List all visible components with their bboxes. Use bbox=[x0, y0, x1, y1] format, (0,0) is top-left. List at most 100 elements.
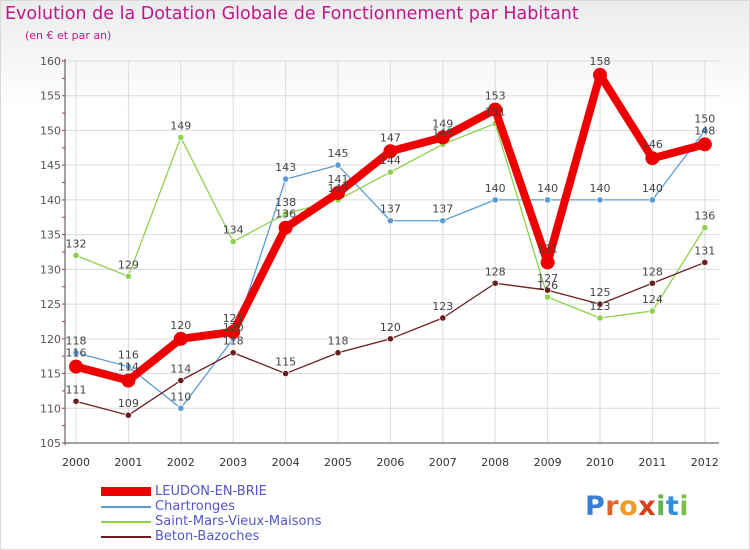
data-point bbox=[648, 196, 657, 204]
legend-item: Beton-Bazoches bbox=[101, 529, 321, 544]
x-tick-label: 2010 bbox=[586, 456, 614, 469]
data-point bbox=[72, 349, 80, 357]
data-label: 128 bbox=[642, 265, 663, 278]
data-label: 118 bbox=[66, 335, 87, 348]
data-label: 147 bbox=[380, 131, 401, 144]
data-label: 136 bbox=[275, 208, 296, 221]
data-point bbox=[596, 314, 604, 322]
data-point bbox=[491, 279, 499, 287]
chart-subtitle: (en € et par an) bbox=[25, 29, 112, 42]
x-tick-label: 2002 bbox=[167, 456, 195, 469]
x-tick-label: 2000 bbox=[62, 456, 90, 469]
y-tick-label: 115 bbox=[40, 368, 61, 381]
data-point bbox=[281, 210, 290, 218]
data-label: 109 bbox=[118, 397, 139, 410]
data-point bbox=[543, 293, 552, 301]
logo-letter: x bbox=[638, 491, 657, 522]
logo-letter: o bbox=[619, 491, 639, 522]
data-label: 150 bbox=[694, 112, 715, 125]
data-point bbox=[697, 137, 712, 152]
data-label: 114 bbox=[170, 362, 191, 375]
data-label: 115 bbox=[275, 356, 296, 369]
data-label: 148 bbox=[432, 126, 453, 139]
data-point bbox=[648, 307, 657, 315]
y-tick-label: 135 bbox=[40, 229, 61, 242]
x-tick-label: 2006 bbox=[376, 456, 404, 469]
data-label: 123 bbox=[590, 300, 611, 313]
data-point bbox=[435, 130, 450, 145]
x-tick-label: 2007 bbox=[429, 456, 457, 469]
legend-item: LEUDON-EN-BRIE bbox=[101, 484, 321, 499]
chart-title: Evolution de la Dotation Globale de Fonc… bbox=[5, 4, 579, 24]
data-label: 126 bbox=[537, 279, 558, 292]
y-tick-label: 145 bbox=[40, 159, 61, 172]
y-tick-label: 110 bbox=[40, 402, 61, 415]
data-point bbox=[701, 258, 709, 267]
legend-item: Chartronges bbox=[101, 499, 321, 514]
data-point bbox=[177, 376, 185, 385]
data-point bbox=[173, 331, 188, 346]
data-label: 110 bbox=[170, 390, 191, 403]
data-point bbox=[596, 300, 604, 308]
data-label: 111 bbox=[66, 383, 87, 396]
data-point bbox=[540, 255, 555, 270]
data-label: 129 bbox=[118, 258, 139, 271]
data-label: 120 bbox=[170, 319, 191, 332]
data-point bbox=[226, 324, 241, 339]
data-label: 153 bbox=[485, 90, 506, 103]
series-layer bbox=[69, 67, 712, 419]
data-label: 118 bbox=[223, 335, 244, 348]
data-point bbox=[331, 185, 345, 200]
data-label: 158 bbox=[590, 55, 611, 68]
data-point bbox=[593, 67, 607, 82]
legend-label: Saint-Mars-Vieux-Maisons bbox=[155, 514, 322, 529]
x-tick-label: 2009 bbox=[534, 456, 562, 469]
data-label: 140 bbox=[642, 182, 663, 195]
data-point bbox=[701, 224, 709, 232]
data-point bbox=[596, 196, 604, 204]
x-tick-label: 2008 bbox=[481, 456, 509, 469]
y-tick-label: 155 bbox=[40, 90, 61, 103]
data-label: 140 bbox=[590, 182, 611, 195]
x-tick-label: 2012 bbox=[691, 456, 719, 469]
data-point bbox=[121, 373, 136, 388]
legend-swatch bbox=[101, 506, 151, 508]
data-point bbox=[648, 279, 657, 287]
data-point bbox=[177, 133, 185, 141]
data-point bbox=[124, 362, 133, 371]
x-tick-label: 2003 bbox=[219, 456, 247, 469]
data-label: 134 bbox=[223, 224, 244, 237]
data-point bbox=[229, 237, 237, 246]
x-tick-label: 2004 bbox=[272, 456, 300, 469]
legend-label: Chartronges bbox=[155, 499, 235, 514]
data-label: 120 bbox=[223, 321, 244, 334]
data-label: 140 bbox=[537, 182, 558, 195]
logo-letter: t bbox=[665, 491, 680, 522]
data-label: 146 bbox=[642, 138, 663, 151]
y-tick-label: 150 bbox=[40, 124, 61, 137]
data-point bbox=[386, 217, 394, 225]
data-point bbox=[439, 314, 447, 322]
proxiti-logo: Proxiti bbox=[585, 491, 689, 522]
data-label: 132 bbox=[66, 237, 87, 250]
data-label: 116 bbox=[66, 347, 87, 360]
data-label: 116 bbox=[118, 349, 139, 362]
axis-layer: 105 110 115 120 125 130 135 140 145 150 155 160 2000… bbox=[40, 55, 719, 469]
x-tick-label: 2005 bbox=[324, 456, 352, 469]
data-point bbox=[124, 272, 133, 280]
data-point bbox=[334, 161, 342, 169]
data-point bbox=[229, 349, 237, 357]
y-tick-label: 105 bbox=[40, 437, 61, 450]
legend-item: Saint-Mars-Vieux-Maisons bbox=[101, 514, 321, 529]
data-label: 138 bbox=[275, 196, 296, 209]
logo-letter: i bbox=[656, 491, 666, 522]
legend: LEUDON-EN-BRIE Chartronges Saint-Mars-Vieu… bbox=[101, 484, 321, 544]
data-label: 131 bbox=[694, 244, 715, 257]
logo-letter: P bbox=[585, 491, 606, 522]
data-label: 125 bbox=[590, 286, 611, 299]
data-label: 136 bbox=[694, 210, 715, 223]
x-tick-label: 2011 bbox=[638, 456, 666, 469]
